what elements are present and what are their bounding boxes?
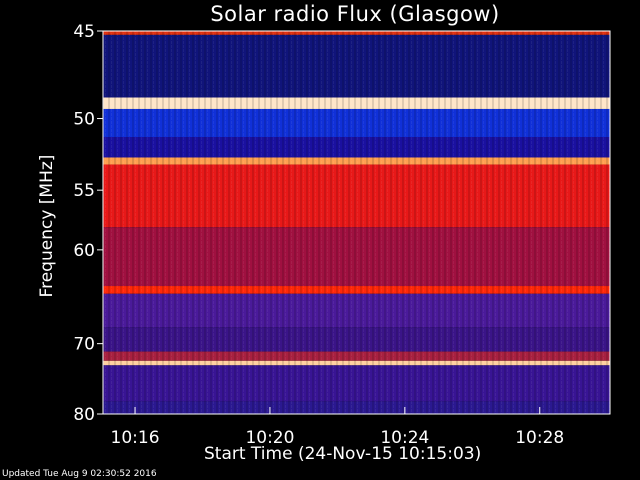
x-tick-label-10:20: 10:20 [245, 428, 294, 448]
updated-timestamp: Updated Tue Aug 9 02:30:52 2016 [2, 469, 157, 479]
plot-frame [102, 30, 611, 415]
x-tick-label-10:24: 10:24 [380, 428, 429, 448]
y-tick-label-55: 55 [73, 181, 95, 201]
y-tick-label-50: 50 [73, 110, 95, 130]
x-axis-label: Start Time (24-Nov-15 10:15:03) [204, 444, 482, 464]
noise-overlay [103, 31, 610, 414]
y-axis-label: Frequency [MHz] [37, 154, 57, 298]
y-tick-label-45: 45 [73, 22, 95, 42]
y-tick-label-70: 70 [73, 335, 95, 355]
y-tick-label-60: 60 [73, 241, 95, 261]
chart-title: Solar radio Flux (Glasgow) [210, 2, 500, 26]
y-tick-label-80: 80 [73, 405, 95, 425]
x-axis: 10:16 10:20 10:24 10:28 [111, 407, 564, 448]
y-axis: 45 50 55 60 70 80 [73, 22, 103, 425]
x-tick-label-10:28: 10:28 [515, 428, 564, 448]
x-tick-label-10:16: 10:16 [111, 428, 160, 448]
